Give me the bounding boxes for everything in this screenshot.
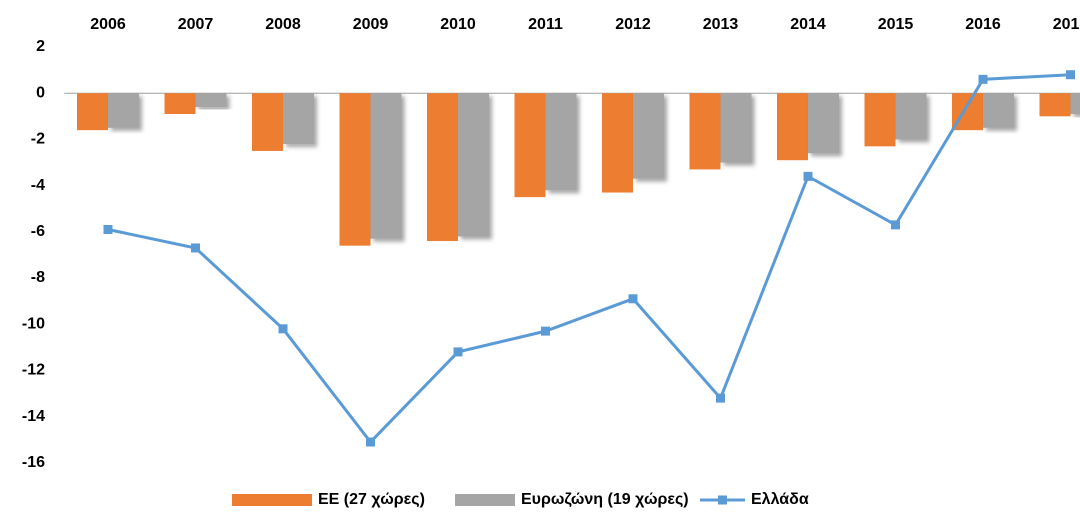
bar [602, 93, 633, 193]
bar [370, 93, 402, 239]
bar [864, 93, 896, 147]
y-tick-label: -2 [31, 131, 45, 148]
bar [164, 93, 196, 114]
bar [545, 93, 577, 191]
bar [427, 93, 458, 242]
legend-label: ΕΕ (27 χώρες) [318, 491, 425, 508]
legend-swatch [455, 494, 515, 506]
legend-label: Ελλάδα [751, 491, 809, 508]
bar [339, 93, 371, 246]
marker [191, 243, 200, 253]
bar [77, 93, 108, 131]
marker [366, 437, 375, 447]
y-tick-label: 2 [36, 38, 45, 55]
legend-swatch [718, 495, 727, 505]
bar [1039, 93, 1071, 117]
bar [252, 93, 283, 151]
x-tick-label: 2006 [90, 16, 126, 33]
bar [720, 93, 752, 163]
marker [978, 74, 988, 84]
y-tick-label: -10 [22, 315, 45, 332]
bar [195, 93, 227, 108]
legend-label: Ευρωζώνη (19 χώρες) [521, 491, 689, 508]
marker [103, 224, 113, 234]
marker [453, 347, 463, 357]
bar [633, 93, 664, 179]
bar [514, 93, 546, 198]
x-tick-label: 2017 [1053, 16, 1080, 33]
y-tick-label: -12 [22, 362, 45, 379]
marker [1066, 70, 1075, 80]
bar [1070, 93, 1080, 114]
x-tick-label: 2016 [965, 16, 1001, 33]
x-tick-label: 2014 [790, 16, 826, 33]
x-tick-label: 2009 [353, 16, 389, 33]
bar [808, 93, 839, 154]
x-tick-label: 2015 [878, 16, 914, 33]
bar [283, 93, 314, 145]
marker [541, 326, 550, 336]
bar [777, 93, 808, 161]
marker [628, 294, 638, 304]
bar [895, 93, 927, 140]
marker [716, 393, 725, 403]
bar [983, 93, 1014, 128]
bar [458, 93, 489, 237]
marker [803, 171, 813, 181]
x-tick-label: 2013 [703, 16, 739, 33]
marker [891, 220, 900, 230]
y-tick-label: -6 [31, 223, 45, 240]
y-tick-label: -4 [31, 177, 45, 194]
line [107, 73, 1071, 445]
x-tick-label: 2011 [528, 16, 563, 33]
x-tick-label: 2007 [178, 16, 214, 33]
y-tick-label: -8 [31, 269, 45, 286]
y-tick-label: -14 [22, 408, 45, 425]
legend-swatch [232, 494, 312, 506]
y-tick-label: -16 [22, 454, 45, 471]
x-tick-label: 2012 [615, 16, 651, 33]
marker [278, 324, 288, 334]
x-tick-label: 2010 [440, 16, 476, 33]
bar [689, 93, 721, 170]
x-tick-label: 2008 [265, 16, 301, 33]
bar [108, 93, 139, 128]
y-tick-label: 0 [36, 84, 45, 101]
